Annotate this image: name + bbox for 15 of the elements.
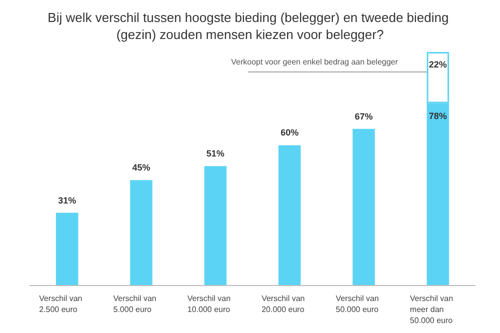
data-label: 31%: [58, 195, 76, 206]
x-tick-label: Verschil van 5.000 euro: [113, 294, 156, 314]
data-label: 51%: [206, 148, 224, 159]
data-label: 67%: [354, 111, 373, 122]
chart-title: Bij welk verschil tussen hoogste bieding (belegger) en tweede bieding (gezin) zouden mensen kiezen voor belegger?: [48, 10, 452, 42]
x-tick-label: Verschil van 10.000 euro: [187, 294, 231, 314]
data-label: 22%: [428, 60, 447, 70]
x-tick-label: Verschil van 20.000 euro: [262, 294, 305, 314]
x-tick-label: Verschil van 50.000 euro: [336, 294, 380, 314]
data-label: 45%: [132, 162, 150, 173]
x-tick-label: Verschil van 2.500 euro: [39, 294, 82, 314]
data-label: 60%: [280, 128, 299, 138]
x-tick-label: Verschil van meer dan 50.000 euro: [410, 294, 454, 325]
data-label: 78%: [428, 110, 447, 121]
annotation: Verkoopt voor geen enkel bedrag aan belegger: [231, 57, 398, 66]
